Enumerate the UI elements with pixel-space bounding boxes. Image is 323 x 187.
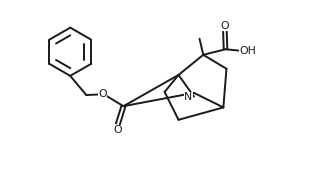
Text: OH: OH xyxy=(239,46,256,56)
Text: O: O xyxy=(99,89,107,99)
Text: O: O xyxy=(221,21,229,31)
Text: O: O xyxy=(114,125,122,135)
Text: N: N xyxy=(184,92,193,102)
